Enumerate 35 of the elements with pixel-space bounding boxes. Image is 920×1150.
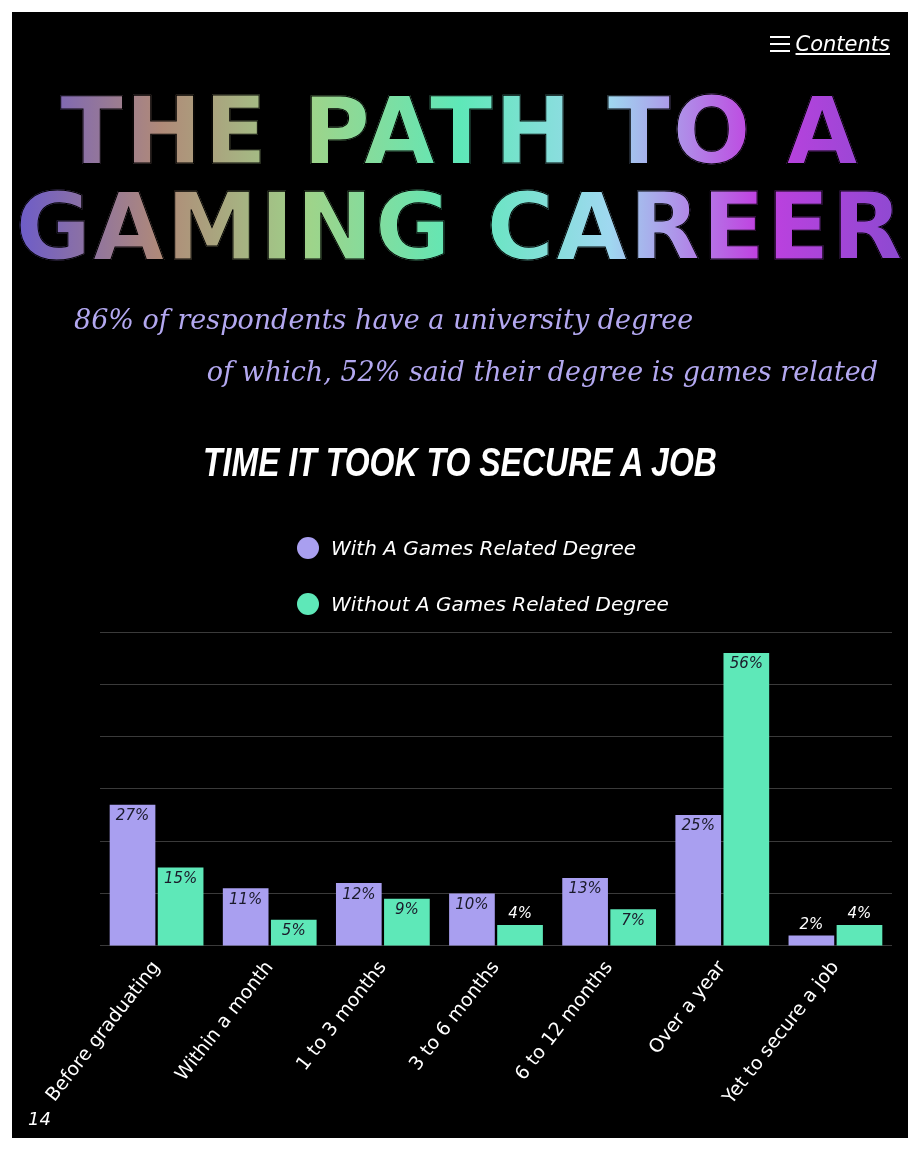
data-label: 10% [455,894,489,913]
data-label: 25% [681,816,715,835]
chart-title: THE PATH TO A GAMING CAREER [14,78,906,281]
text: Contents [795,32,890,56]
data-label: 5% [281,921,306,940]
data-label: 7% [621,910,646,929]
bar [675,815,722,946]
bar [384,898,430,946]
bar [788,935,835,946]
bar [449,893,495,946]
legend-label: Without A Games Related Degree [331,592,669,616]
data-label: 4% [847,904,872,923]
bar [109,804,156,946]
data-label: 13% [568,879,602,898]
data-label: 27% [115,806,150,825]
bar [723,652,770,946]
legend-label: With A Games Related Degree [331,536,637,560]
bar [335,883,382,946]
text: of which, 52% said their degree is games related [206,356,878,387]
text: 86% of respondents have a university degree [74,304,694,335]
bar [222,888,269,946]
data-label: 2% [799,914,824,933]
text: 14 [28,1108,51,1129]
bar [610,909,657,946]
bar [562,877,608,946]
bar [157,867,204,946]
chart-subtitle: TIME IT TOOK TO SECURE A JOB [202,440,718,485]
data-label: 12% [342,884,376,903]
data-label: 15% [163,868,198,887]
bar [497,924,543,946]
data-label: 4% [508,904,532,923]
data-label: 56% [729,654,763,673]
bar [836,924,883,946]
data-label: 11% [229,889,263,908]
data-label: 9% [395,900,419,919]
